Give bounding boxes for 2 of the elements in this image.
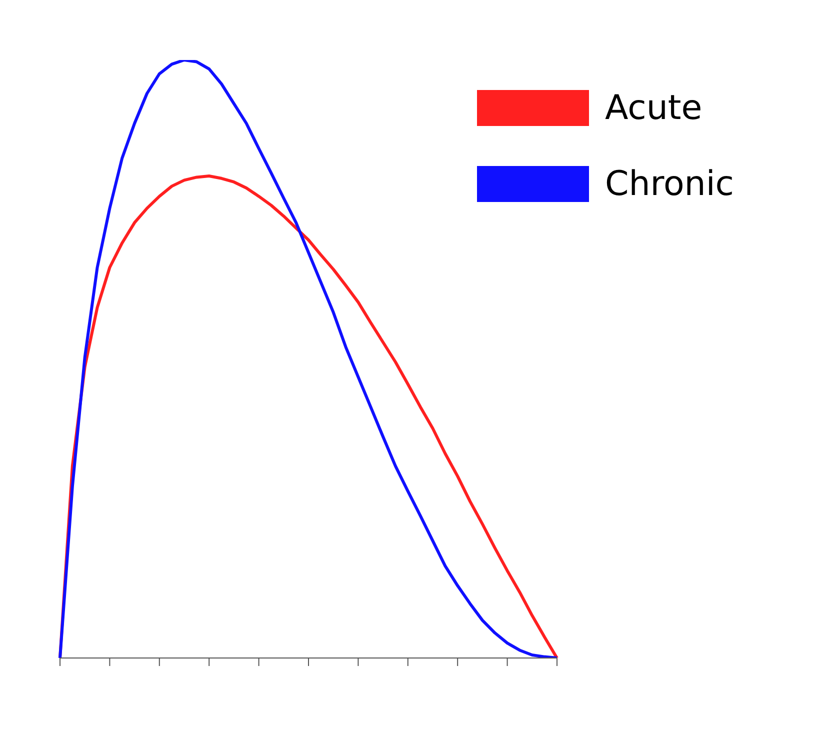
legend-label: Acute xyxy=(604,88,702,128)
legend-label: Chronic xyxy=(604,164,734,204)
